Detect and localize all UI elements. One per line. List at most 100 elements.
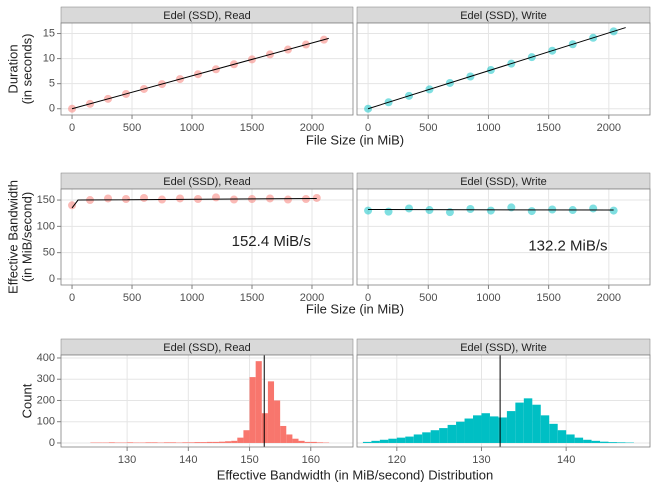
x-tick-label: 1000 — [476, 122, 500, 134]
bar — [405, 437, 413, 443]
bar — [558, 430, 566, 443]
point — [176, 194, 184, 202]
x-tick-label: 2000 — [597, 122, 621, 134]
bar — [363, 442, 371, 443]
x-tick-label: 1000 — [476, 292, 500, 304]
bar — [439, 428, 447, 443]
point — [284, 196, 292, 204]
bar — [490, 416, 498, 443]
panel — [357, 23, 650, 115]
point — [104, 194, 112, 202]
x-tick-label: 1500 — [240, 292, 264, 304]
bar — [243, 430, 249, 443]
bar — [299, 441, 305, 443]
bar — [317, 442, 323, 443]
strip-title: Edel (SSD), Read — [163, 176, 250, 188]
x-tick-label: 500 — [123, 292, 141, 304]
bar — [250, 377, 256, 443]
bar — [109, 442, 115, 443]
point — [610, 207, 618, 215]
strip-title: Edel (SSD), Write — [460, 176, 547, 188]
bar — [422, 432, 430, 443]
bar — [414, 434, 422, 442]
bar — [286, 434, 292, 442]
y-tick-label: 0 — [49, 273, 55, 285]
point — [528, 207, 536, 215]
y-tick-label: 15 — [43, 27, 55, 39]
x-tick-label: 140 — [179, 454, 197, 466]
bar — [127, 442, 133, 443]
annotation: 152.4 MiB/s — [232, 233, 311, 250]
x-tick-label: 1500 — [240, 122, 264, 134]
bar — [152, 442, 158, 443]
point — [140, 194, 148, 202]
bar — [188, 442, 194, 443]
bar — [371, 441, 379, 443]
x-axis-title: File Size (in MiB) — [306, 132, 404, 147]
x-tick-label: 1500 — [536, 122, 560, 134]
annotation: 132.2 MiB/s — [528, 238, 607, 255]
y-tick-label: 150 — [37, 194, 55, 206]
x-tick-label: 140 — [557, 454, 575, 466]
x-tick-label: 0 — [365, 122, 371, 134]
bar — [194, 442, 200, 443]
strip-title: Edel (SSD), Read — [163, 342, 250, 354]
panel — [61, 355, 353, 447]
x-tick-label: 2000 — [300, 292, 324, 304]
bar — [380, 440, 388, 443]
x-tick-label: 160 — [302, 454, 320, 466]
bar — [609, 442, 617, 443]
bar — [182, 442, 188, 443]
bar — [225, 441, 231, 443]
y-tick-label: 50 — [43, 247, 55, 259]
point — [313, 194, 321, 202]
x-tick-label: 1500 — [536, 292, 560, 304]
bar — [274, 400, 280, 442]
strip-title: Edel (SSD), Read — [163, 10, 250, 22]
bar — [170, 442, 176, 443]
point — [122, 195, 130, 203]
fit-line — [368, 210, 614, 211]
y-axis-title: Duration — [5, 44, 20, 93]
bar — [305, 442, 311, 443]
x-axis-title: Effective Bandwidth (in MiB/second) Dist… — [217, 467, 494, 482]
bar — [473, 415, 481, 443]
point — [364, 207, 372, 215]
x-tick-label: 1000 — [180, 122, 204, 134]
point — [385, 208, 393, 216]
bar — [448, 425, 456, 443]
bar — [268, 381, 274, 443]
x-tick-label: 1000 — [180, 292, 204, 304]
x-tick-label: 500 — [419, 292, 437, 304]
point — [589, 204, 597, 212]
bar — [507, 411, 515, 443]
y-tick-label: 0 — [49, 103, 55, 115]
point — [466, 205, 474, 213]
x-tick-label: 130 — [472, 454, 490, 466]
y-axis-title: (in seconds) — [19, 34, 34, 105]
bar — [481, 413, 489, 443]
x-tick-label: 500 — [419, 122, 437, 134]
bar — [292, 439, 298, 443]
y-tick-label: 10 — [43, 53, 55, 65]
y-tick-label: 100 — [37, 220, 55, 232]
point — [212, 193, 220, 201]
bar — [532, 405, 540, 443]
strip-title: Edel (SSD), Write — [460, 342, 547, 354]
bar — [231, 441, 237, 443]
x-tick-label: 0 — [69, 292, 75, 304]
bar — [213, 442, 219, 443]
y-axis-title: Count — [19, 383, 34, 418]
point — [405, 204, 413, 212]
bar — [592, 441, 600, 443]
x-tick-label: 150 — [240, 454, 258, 466]
y-axis-title: Effective Bandwidth — [5, 180, 20, 294]
strip-title: Edel (SSD), Write — [460, 10, 547, 22]
point — [68, 201, 76, 209]
bar — [145, 442, 151, 443]
bar — [280, 426, 286, 443]
bar — [164, 442, 170, 443]
bar — [262, 413, 268, 443]
bar — [388, 439, 396, 443]
